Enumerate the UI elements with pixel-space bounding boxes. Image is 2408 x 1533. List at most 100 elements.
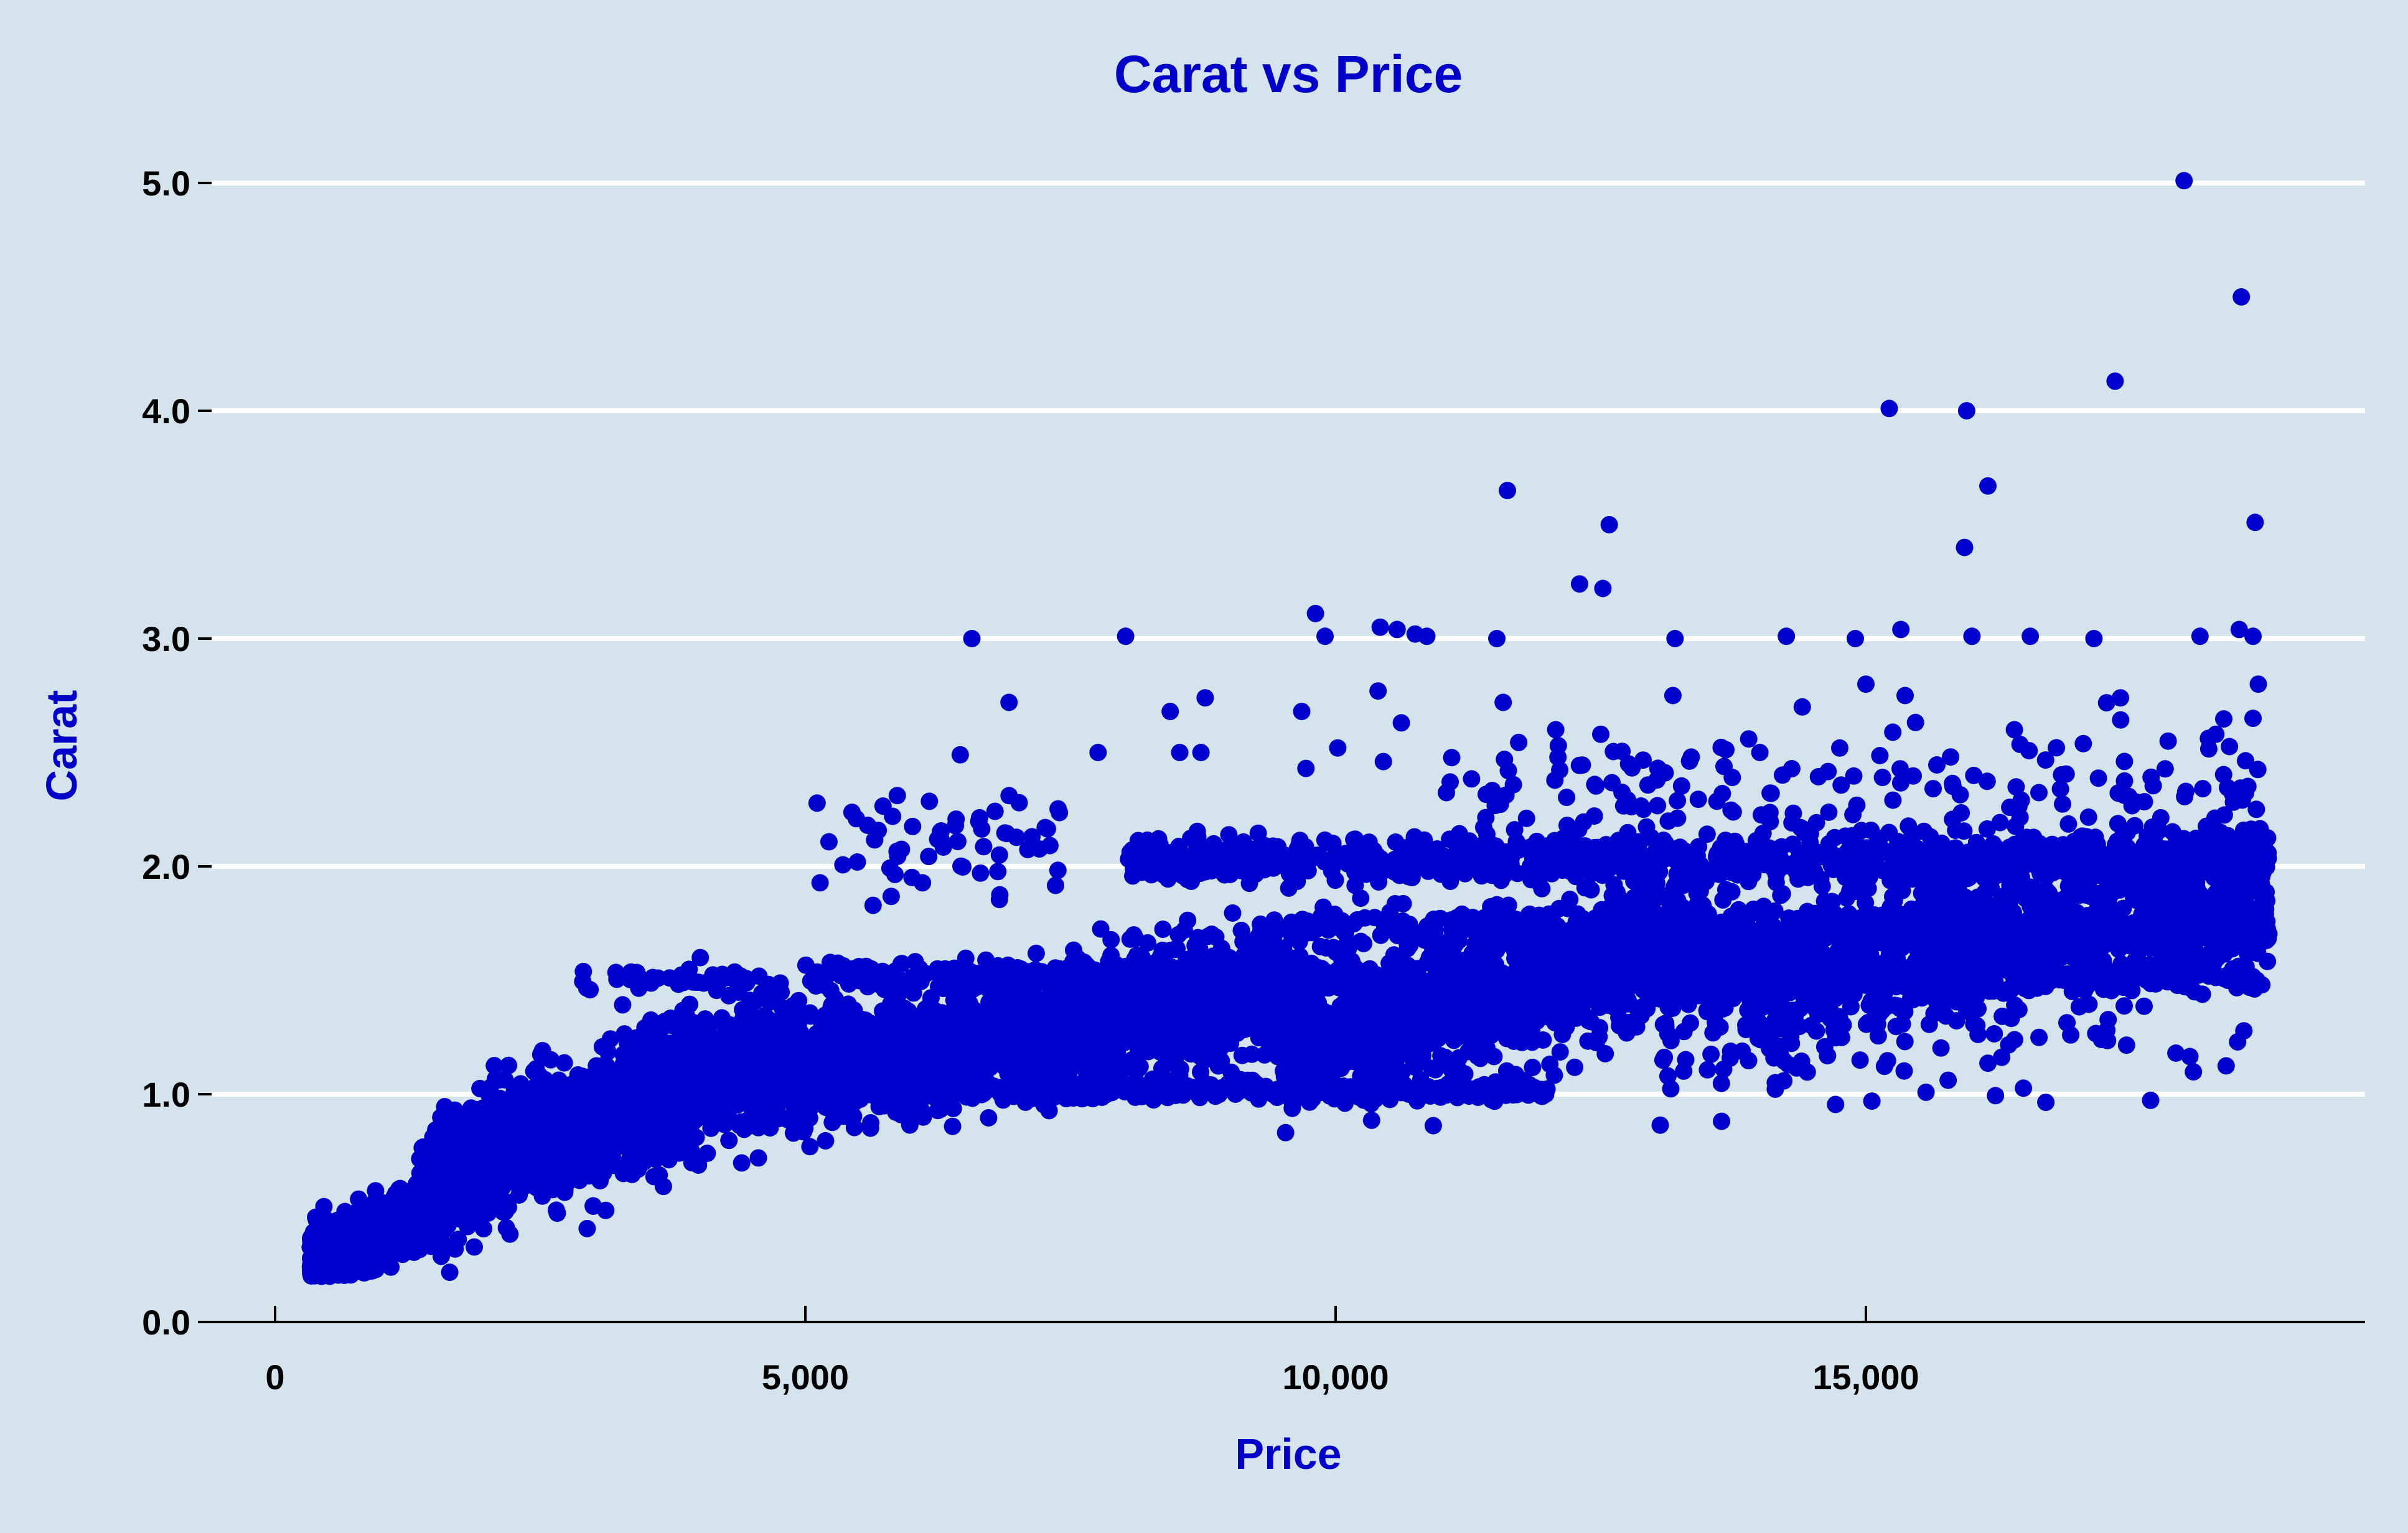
- data-point: [471, 1131, 489, 1148]
- data-point: [561, 1160, 579, 1178]
- data-point: [461, 1190, 479, 1208]
- data-point: [619, 1159, 637, 1177]
- data-point: [446, 1240, 464, 1258]
- data-point: [1027, 1054, 1044, 1072]
- data-point: [1127, 929, 1145, 947]
- data-point: [436, 1151, 454, 1169]
- data-point: [471, 1079, 489, 1097]
- data-point: [720, 1132, 738, 1150]
- data-point: [1110, 1060, 1128, 1078]
- data-point: [591, 1113, 609, 1131]
- data-point: [901, 1031, 919, 1048]
- data-point: [487, 1070, 504, 1088]
- data-point: [543, 1079, 561, 1096]
- data-point: [601, 1089, 619, 1107]
- data-point: [451, 1153, 468, 1171]
- data-point: [607, 1063, 625, 1081]
- data-point: [414, 1186, 432, 1204]
- data-point: [474, 1108, 492, 1126]
- data-point: [668, 1053, 685, 1071]
- data-point: [744, 1059, 762, 1077]
- data-point: [696, 1090, 714, 1109]
- data-point: [1188, 938, 1206, 956]
- data-points: [301, 172, 2278, 1285]
- data-point: [424, 1128, 442, 1146]
- data-point: [548, 1174, 566, 1192]
- data-point: [784, 1124, 802, 1142]
- data-point: [845, 1107, 863, 1125]
- data-point: [521, 1134, 539, 1152]
- data-point: [944, 1117, 962, 1135]
- data-point: [988, 1034, 1006, 1052]
- data-point: [329, 1266, 347, 1284]
- data-point: [798, 1102, 816, 1120]
- data-point: [367, 1182, 385, 1200]
- data-point: [980, 1109, 998, 1127]
- data-point: [735, 1120, 753, 1138]
- data-point: [749, 1149, 767, 1167]
- data-point: [691, 949, 710, 967]
- data-point: [460, 1207, 478, 1226]
- data-point: [683, 1066, 701, 1084]
- data-point: [469, 1157, 487, 1175]
- data-point: [1110, 1029, 1128, 1048]
- data-point: [762, 1028, 780, 1046]
- data-point: [733, 1154, 751, 1172]
- data-point: [1000, 1056, 1018, 1074]
- data-point: [533, 1042, 551, 1059]
- data-point: [494, 1203, 512, 1221]
- data-point: [1202, 926, 1220, 943]
- data-point: [1027, 944, 1045, 962]
- data-point: [971, 1003, 988, 1021]
- data-point: [428, 1199, 446, 1217]
- data-point: [784, 1020, 802, 1038]
- data-point: [482, 1143, 499, 1161]
- data-point: [512, 1075, 530, 1093]
- data-point: [1566, 1058, 1584, 1076]
- data-point: [751, 1095, 768, 1113]
- data-point: [311, 1235, 329, 1253]
- data-point: [506, 1107, 524, 1125]
- data-point: [1064, 1008, 1082, 1026]
- data-point: [792, 1037, 810, 1055]
- data-point: [862, 1114, 879, 1132]
- data-point: [1161, 942, 1179, 960]
- data-point: [444, 1193, 462, 1211]
- data-point: [653, 1119, 671, 1137]
- data-point: [706, 1044, 724, 1062]
- data-point: [663, 1076, 681, 1094]
- data-point: [1277, 1123, 1295, 1142]
- data-point: [375, 1224, 393, 1242]
- data-point: [878, 1047, 896, 1065]
- data-point: [607, 1123, 625, 1141]
- data-point: [1085, 1014, 1103, 1032]
- data-point: [526, 1083, 544, 1101]
- data-point: [647, 1030, 665, 1048]
- data-point: [340, 1233, 358, 1251]
- data-point: [459, 1132, 477, 1150]
- data-point: [1167, 1056, 1185, 1074]
- data-point: [319, 1223, 337, 1241]
- data-point: [614, 996, 632, 1014]
- data-point: [1014, 1021, 1032, 1039]
- data-point: [365, 1239, 383, 1256]
- data-point: [593, 1160, 611, 1178]
- data-point: [452, 1169, 470, 1187]
- data-point: [410, 1202, 428, 1220]
- data-point: [542, 1127, 560, 1145]
- data-point: [601, 1030, 619, 1048]
- data-point: [1148, 1020, 1165, 1038]
- data-point: [584, 1197, 602, 1215]
- data-point: [466, 1238, 483, 1256]
- data-point: [500, 1056, 518, 1074]
- data-point: [1049, 1022, 1067, 1040]
- data-point: [801, 1138, 819, 1156]
- data-point: [497, 1219, 515, 1237]
- data-point: [1233, 1046, 1251, 1064]
- data-point: [827, 1109, 845, 1127]
- data-point: [578, 1219, 596, 1237]
- data-point: [762, 1012, 779, 1030]
- data-point: [734, 1018, 752, 1036]
